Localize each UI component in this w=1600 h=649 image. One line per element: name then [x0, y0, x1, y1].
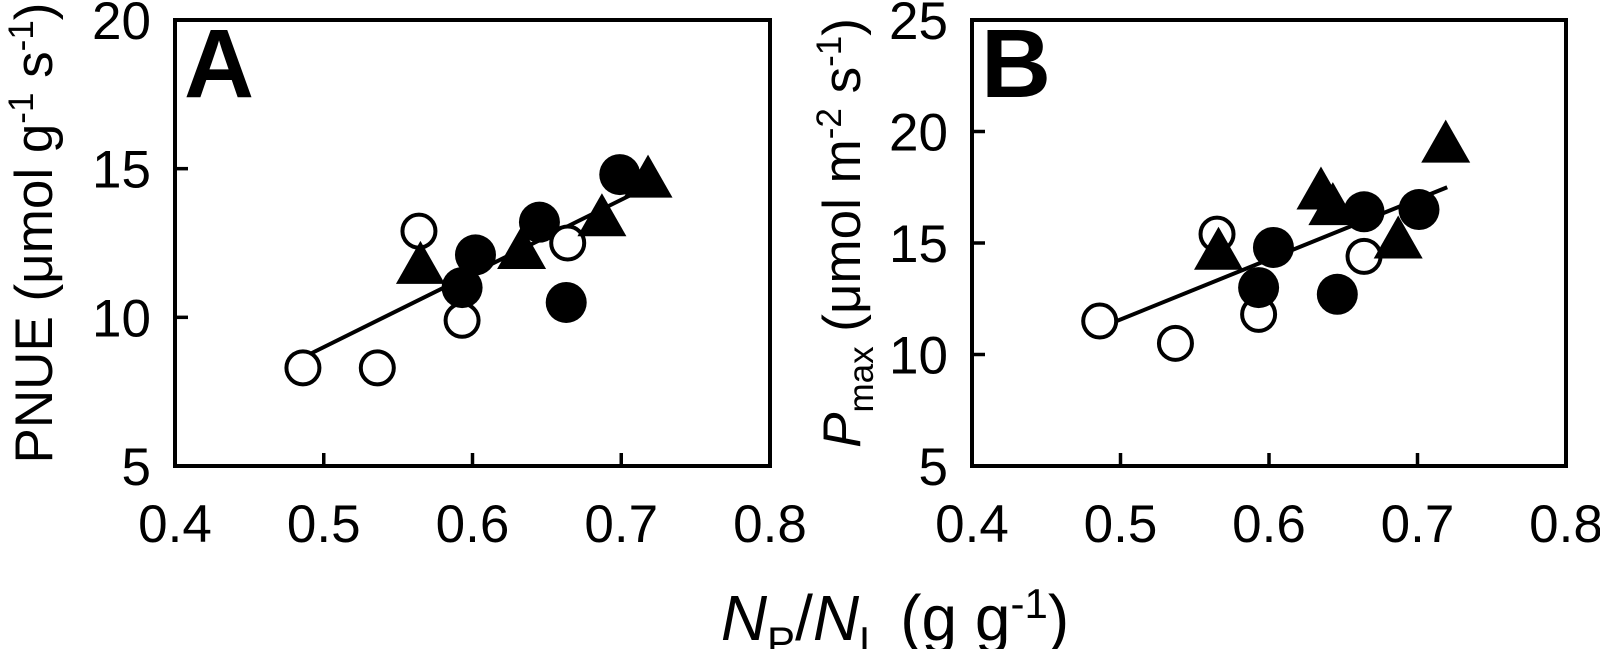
panel-a-y-tick-label: 10 — [92, 289, 151, 348]
panel-a-plot: 0.4 0.5 0.6 0.7 0.8 5 10 15 20 PNUE (μmol g-1 s-1… — [2, 0, 807, 554]
panel-b-marker-circle-open — [1156, 324, 1194, 362]
panel-a-marker-circle-filled — [441, 267, 483, 309]
panel-b-y-tick-label: 25 — [889, 0, 948, 51]
panel-b-x-tick-label: 0.6 — [1232, 495, 1306, 554]
panel-a-x-tick-label: 0.8 — [733, 495, 807, 554]
panel-b-x-tick-label: 0.8 — [1529, 495, 1600, 554]
panel-b-y-tick-label: 15 — [889, 215, 948, 274]
panel-b-marker-circle-filled — [1252, 226, 1294, 268]
panel-a-x-tick-label: 0.5 — [287, 495, 361, 554]
panel-a-marker-circle-filled — [518, 201, 560, 243]
panel-a-marker-circle-open — [400, 212, 438, 250]
panel-a-marker-circle-open — [549, 224, 587, 262]
panel-a-y-tick-label: 15 — [92, 141, 151, 200]
panel-a-marker-circle-open — [443, 301, 481, 339]
panel-b-marker-triangle-filled — [1194, 226, 1244, 270]
panel-a-y-tick-label: 20 — [92, 0, 151, 51]
panel-b-y-tick-label: 5 — [919, 438, 948, 497]
panel-a-marker-circle-filled — [545, 281, 587, 323]
panel-a-marker-triangle-filled — [623, 154, 673, 198]
panel-b-y-tick-label: 20 — [889, 104, 948, 163]
panel-a-marker-circle-open — [358, 349, 396, 387]
panel-b-marker-triangle-filled — [1373, 215, 1423, 259]
panel-a-marker-circle-open — [284, 349, 322, 387]
panel-a-x-tick-label: 0.6 — [436, 495, 510, 554]
panel-a-marker-triangle-filled — [497, 225, 547, 269]
panel-b-marker-circle-filled — [1238, 267, 1280, 309]
panel-b-letter: B — [981, 9, 1051, 118]
panel-a-x-tick-label: 0.4 — [138, 495, 212, 554]
panel-a-x-tick-label: 0.7 — [584, 495, 658, 554]
panel-a-marker-triangle-filled — [577, 193, 627, 237]
panel-b-x-tick-label: 0.5 — [1084, 495, 1158, 554]
panel-a-y-axis-label: PNUE (μmol g-1 s-1) — [2, 3, 64, 464]
x-axis-title: NP/NL (g g-1) — [721, 580, 1069, 649]
panel-a-y-tick-label: 5 — [122, 438, 151, 497]
panel-b-y-tick-label: 10 — [889, 327, 948, 386]
panel-b-marker-circle-open — [1081, 302, 1119, 340]
panel-b-x-tick-label: 0.7 — [1381, 495, 1455, 554]
panel-b-marker-triangle-filled — [1308, 182, 1358, 226]
panel-a-letter: A — [184, 9, 254, 118]
panel-a-marker-triangle-filled — [395, 240, 445, 284]
panel-b-y-axis-label: Pmax (μmol m-2 s-1) — [810, 18, 881, 448]
panel-a-marker-circle-filled — [599, 154, 641, 196]
panel-b-x-tick-label: 0.4 — [935, 495, 1009, 554]
panel-a-marker-circle-filled — [454, 234, 496, 276]
panel-b-marker-triangle-filled — [1421, 119, 1471, 163]
panel-b-marker-circle-filled — [1316, 273, 1358, 315]
panel-b-marker-circle-filled — [1398, 189, 1440, 231]
